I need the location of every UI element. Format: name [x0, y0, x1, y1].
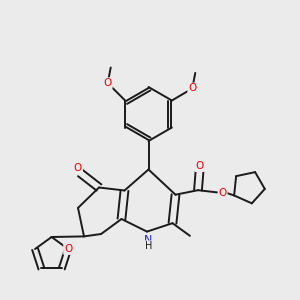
Text: O: O	[64, 244, 72, 254]
Text: O: O	[218, 188, 227, 198]
Text: O: O	[188, 83, 196, 94]
Text: O: O	[74, 163, 82, 173]
Text: O: O	[103, 78, 112, 88]
Text: H: H	[145, 241, 152, 251]
Text: O: O	[195, 161, 204, 171]
Text: N: N	[144, 235, 152, 245]
